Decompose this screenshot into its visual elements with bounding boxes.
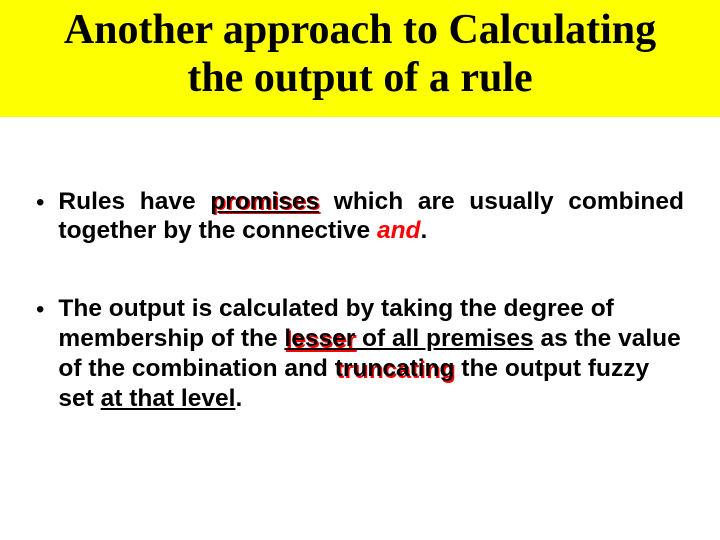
bullet-marker-icon: •	[36, 189, 44, 217]
emphasis-promises: promisespromises	[210, 187, 319, 217]
emphasis-truncating: truncatingtruncating	[335, 354, 455, 384]
emphasis-lesser: lesserlesser	[284, 324, 355, 354]
text-run: Rules have	[58, 188, 210, 215]
text-run: .	[235, 385, 242, 412]
emphasis-at-that-level: at that level	[101, 385, 236, 412]
bullet-item: • Rules have promisespromises which are …	[36, 187, 684, 247]
emphasis-premises: of all premises	[355, 325, 533, 352]
bullet-marker-icon: •	[36, 296, 44, 324]
title-band: Another approach to Calculating the outp…	[0, 0, 720, 117]
slide-title: Another approach to Calculating the outp…	[20, 6, 700, 103]
bullet-item: • The output is calculated by taking the…	[36, 294, 684, 414]
text-run: .	[421, 217, 428, 244]
slide-body: • Rules have promisespromises which are …	[0, 117, 720, 492]
title-line-1: Another approach to Calculating	[64, 7, 656, 53]
title-line-2: the output of a rule	[187, 55, 532, 101]
bullet-text: The output is calculated by taking the d…	[58, 294, 684, 414]
connective-and: and	[377, 217, 421, 244]
bullet-text: Rules have promisespromises which are us…	[58, 187, 684, 247]
